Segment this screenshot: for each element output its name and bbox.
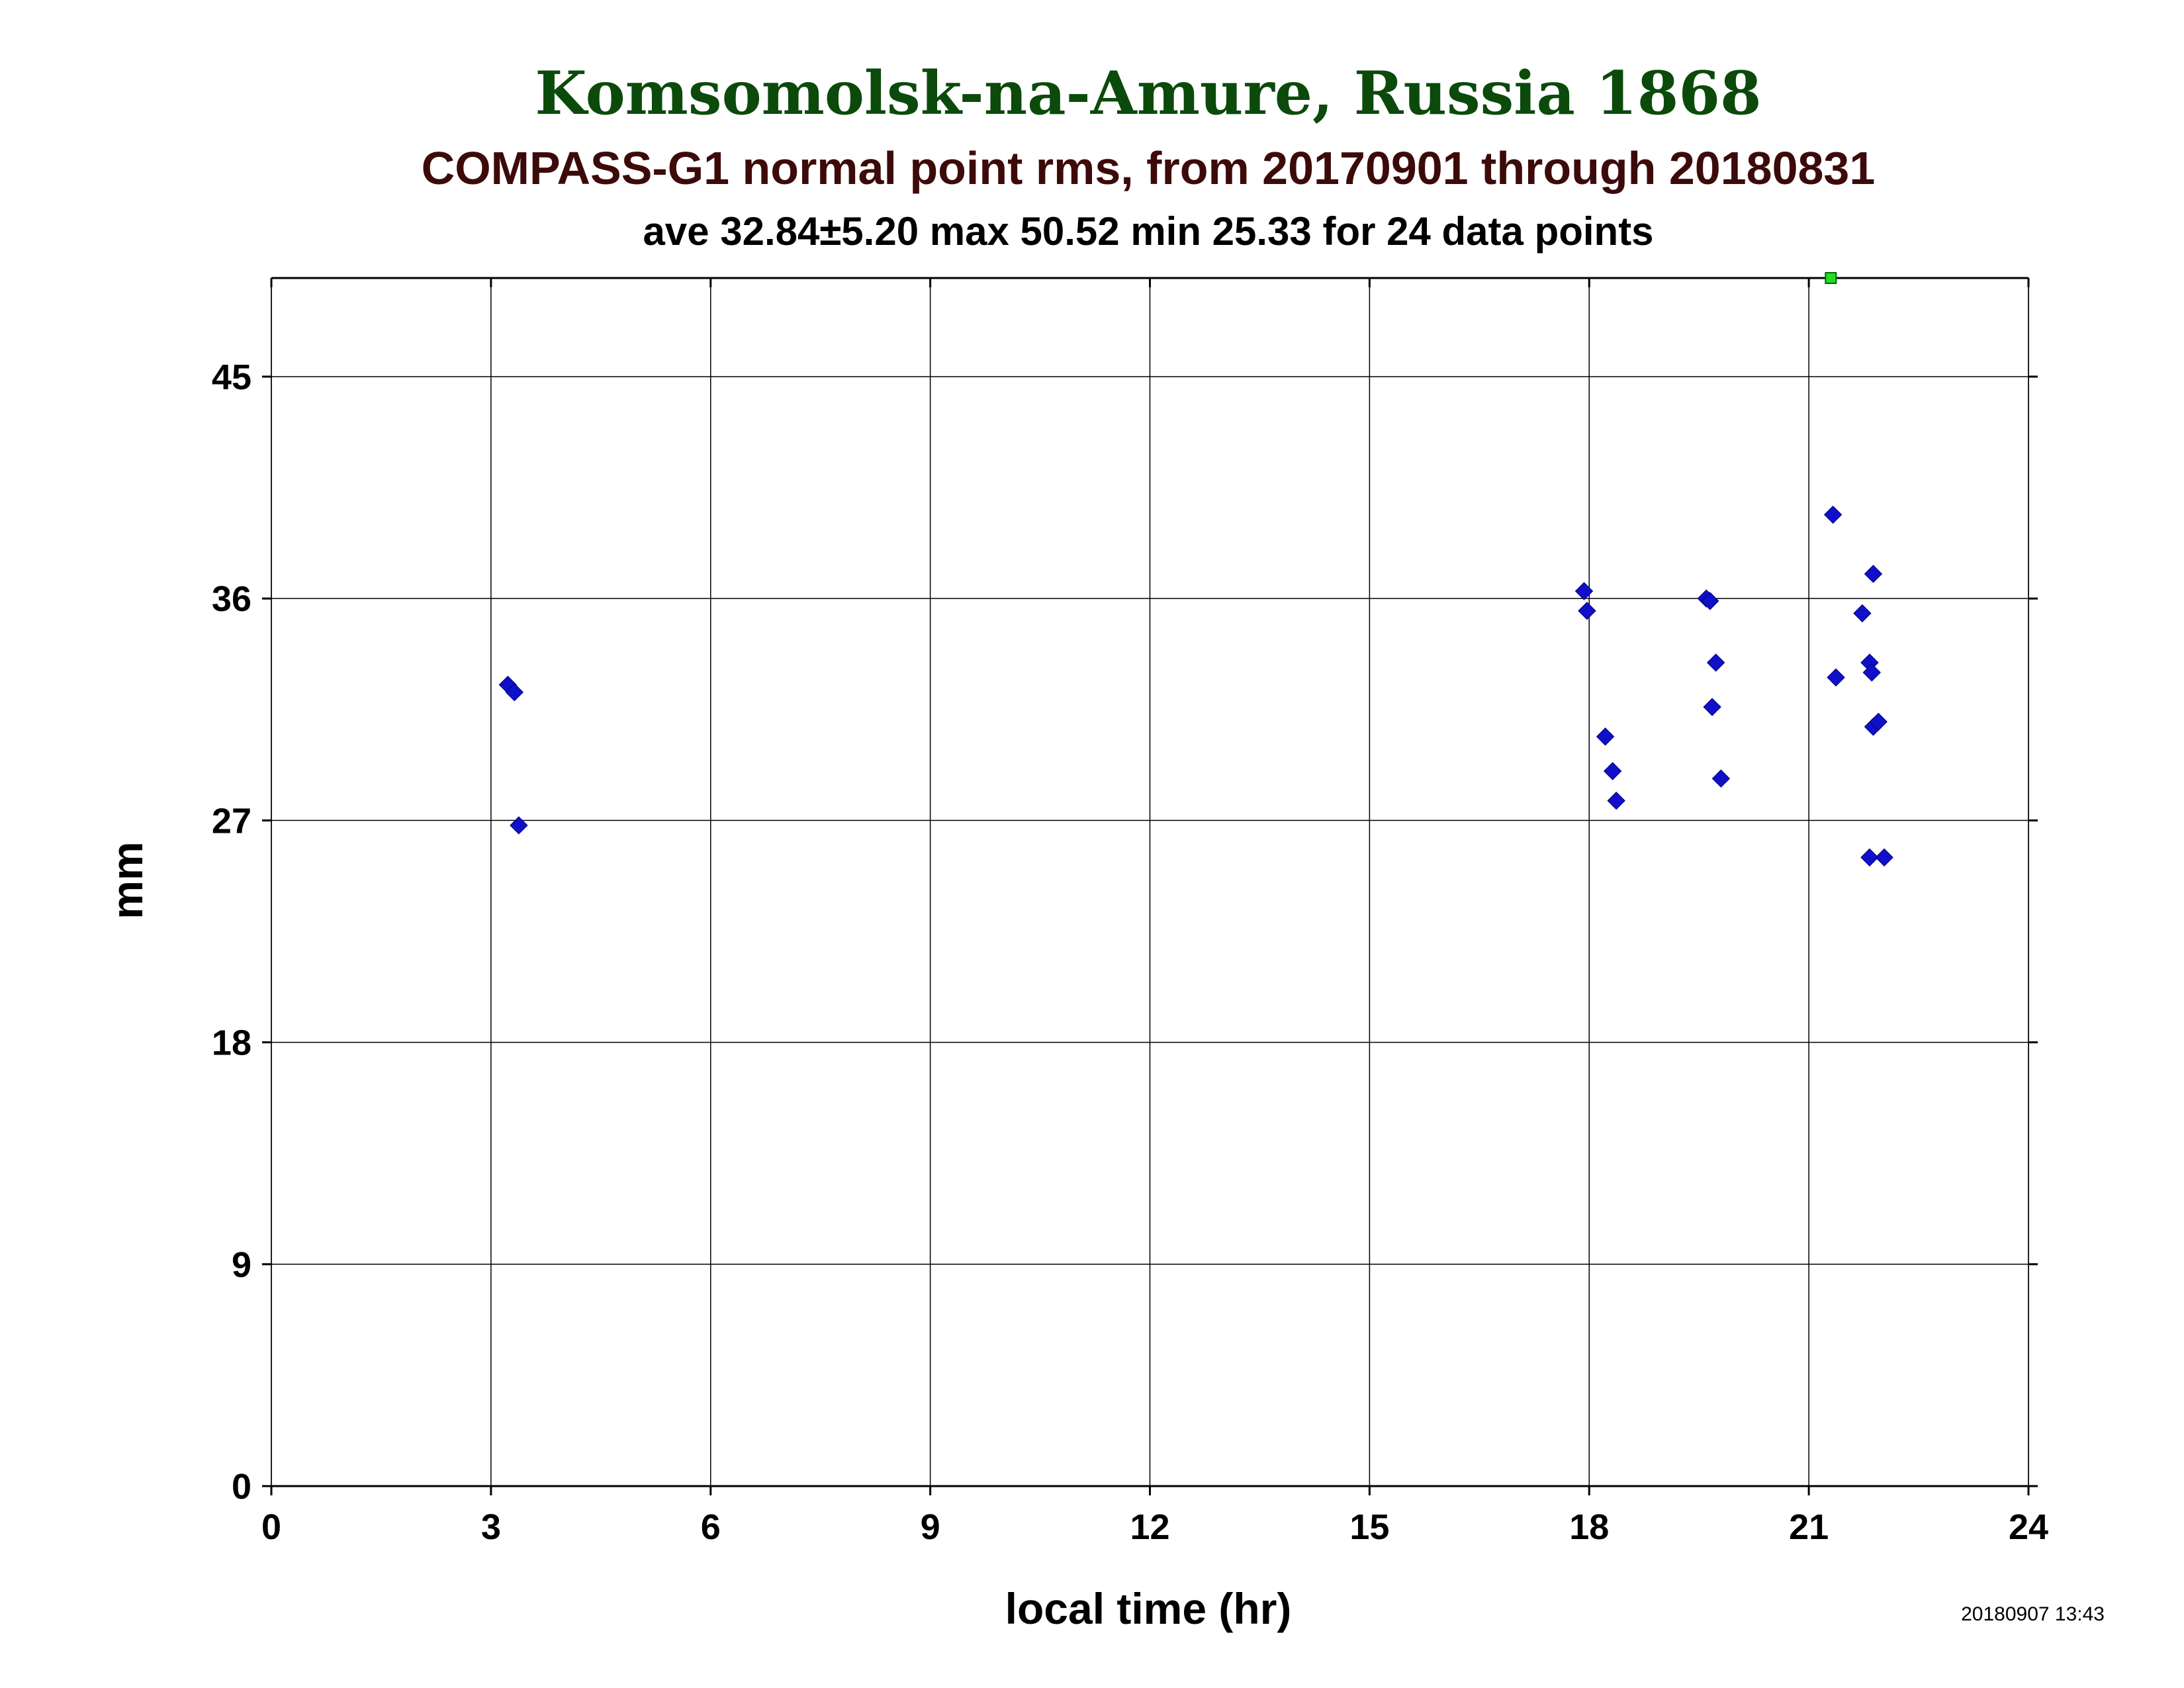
data-point	[1862, 663, 1881, 682]
data-point	[1574, 582, 1594, 600]
data-point	[1860, 848, 1879, 867]
timestamp: 20180907 13:43	[1961, 1603, 2105, 1625]
data-point	[1823, 505, 1843, 524]
data-point	[505, 683, 523, 702]
data-point	[1827, 668, 1845, 687]
data-point	[1703, 698, 1721, 716]
y-tick-label: 27	[212, 801, 251, 841]
data-point	[1596, 727, 1615, 746]
chart-title: Komsomolsk-na-Amure, Russia 1868	[535, 58, 1761, 128]
data-point	[1875, 848, 1893, 867]
data-point	[510, 816, 528, 835]
x-axis-label: local time (hr)	[1005, 1584, 1292, 1633]
data-point	[1701, 592, 1719, 610]
chart-subtitle: COMPASS-G1 normal point rms, from 201709…	[422, 142, 1876, 194]
data-point	[1578, 602, 1596, 620]
y-tick-label: 9	[232, 1245, 251, 1285]
y-tick-label: 36	[212, 579, 251, 619]
chart-stats-line: ave 32.84±5.20 max 50.52 min 25.33 for 2…	[643, 209, 1653, 254]
y-tick-label: 18	[212, 1023, 251, 1063]
data-points	[498, 272, 1893, 867]
grid-lines	[271, 278, 2029, 1487]
clipped-data-point	[1825, 272, 1837, 284]
x-tick-label: 0	[261, 1507, 281, 1547]
data-point	[1711, 769, 1731, 788]
x-tick-label: 15	[1349, 1507, 1389, 1547]
x-tick-label: 9	[921, 1507, 940, 1547]
data-point	[1864, 565, 1883, 583]
y-tick-label: 45	[212, 357, 251, 397]
data-point	[1706, 653, 1725, 672]
y-axis-label: mm	[103, 841, 152, 919]
x-tick-label: 6	[701, 1507, 721, 1547]
x-tick-label: 18	[1569, 1507, 1609, 1547]
y-tick-label: 0	[232, 1467, 251, 1507]
x-tick-label: 12	[1130, 1507, 1169, 1547]
data-point	[1853, 604, 1872, 623]
x-tick-label: 3	[481, 1507, 501, 1547]
x-tick-label: 21	[1789, 1507, 1829, 1547]
axes	[262, 277, 2038, 1495]
data-point	[1869, 712, 1888, 731]
data-point	[1603, 762, 1622, 780]
x-tick-label: 24	[2009, 1507, 2048, 1547]
data-point	[1607, 791, 1625, 810]
